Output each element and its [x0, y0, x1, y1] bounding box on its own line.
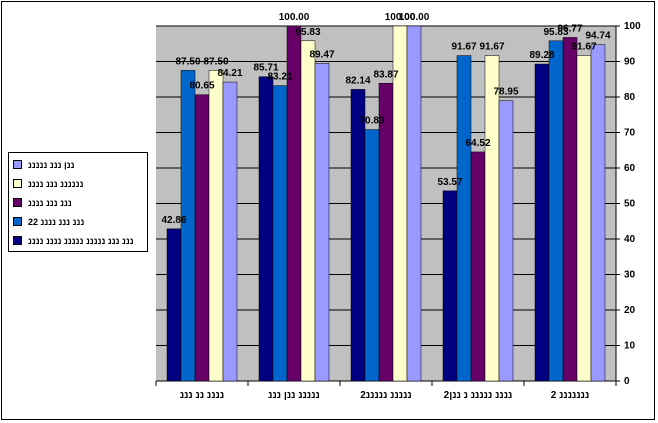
bar — [456, 55, 472, 382]
data-label: 42.86 — [161, 215, 186, 226]
data-label: 85.71 — [253, 63, 278, 74]
legend-item: נננ נננ ננננ 22 — [13, 212, 143, 231]
legend-item: נננ נננ ננננ — [13, 193, 143, 212]
data-label: 87.50 — [203, 56, 228, 67]
legend-label: נננ נננ ננננ 22 — [28, 216, 85, 227]
data-label: 78.95 — [493, 87, 518, 98]
y-tick-label: 50 — [624, 199, 636, 210]
data-label: 96.77 — [557, 23, 582, 34]
data-label: 70.83 — [359, 116, 384, 127]
data-label: 53.57 — [437, 177, 462, 188]
bar — [300, 40, 316, 382]
data-label: 84.21 — [217, 68, 242, 79]
bar — [534, 63, 550, 382]
y-tick-label: 10 — [624, 341, 636, 352]
legend-item: ננננננ נננ ננננ — [13, 174, 143, 193]
bar — [590, 44, 606, 382]
bar — [576, 55, 592, 382]
data-label: 64.52 — [465, 138, 490, 149]
y-tick-label: 0 — [624, 376, 630, 387]
bar — [350, 89, 366, 382]
data-label: 91.67 — [479, 42, 504, 53]
data-label: 94.74 — [585, 31, 610, 42]
data-label: 87.50 — [175, 56, 200, 67]
data-label: 100.00 — [279, 12, 310, 23]
bar — [406, 25, 422, 382]
y-tick-label: 90 — [624, 57, 636, 68]
bar — [364, 129, 380, 382]
legend-swatch — [13, 217, 22, 226]
legend-label: נננ נננ ננננ — [28, 197, 72, 208]
bar — [258, 76, 274, 382]
data-label: 83.87 — [373, 69, 398, 80]
bar — [548, 40, 564, 382]
y-tick-label: 70 — [624, 128, 636, 139]
bar — [314, 63, 330, 382]
bar — [194, 94, 210, 382]
data-label: 95.83 — [543, 27, 568, 38]
bar — [222, 81, 238, 382]
legend-swatch — [13, 179, 22, 188]
y-tick-label: 80 — [624, 92, 636, 103]
data-label: 91.67 — [571, 42, 596, 53]
bar — [208, 70, 224, 382]
x-tick-label: נננננ ננן נננ — [268, 390, 320, 401]
bar — [484, 55, 500, 382]
bar — [498, 100, 514, 382]
data-label: 82.14 — [345, 75, 370, 86]
data-label: 100.00 — [399, 12, 430, 23]
y-tick-label: 40 — [624, 234, 636, 245]
bar — [442, 190, 458, 382]
y-tick-label: 20 — [624, 305, 636, 316]
data-label: 89.28 — [529, 50, 554, 61]
y-tick-label: 60 — [624, 163, 636, 174]
legend-label: ננן נננ נננננ — [28, 159, 75, 170]
legend-swatch — [13, 236, 22, 245]
y-tick-label: 30 — [624, 270, 636, 281]
x-tick-label: ננננ ננ נננ — [180, 390, 224, 401]
legend-swatch — [13, 160, 22, 169]
legend: ננן נננ נננננ ננננננ נננ ננננ נננ נננ ננ… — [8, 152, 148, 252]
data-label: 95.83 — [295, 27, 320, 38]
data-label: 91.67 — [451, 42, 476, 53]
legend-item: ננן נננ נננננ — [13, 155, 143, 174]
legend-swatch — [13, 198, 22, 207]
data-label: 100.00 — [385, 12, 416, 23]
x-tick-label: ננננ נננננ נ ננן2 — [444, 390, 513, 401]
legend-label: נננ נננ נננננ נננננ ננננ ננננ — [28, 235, 134, 246]
legend-item: נננ נננ נננננ נננננ ננננ ננננ — [13, 231, 143, 250]
bar — [378, 83, 394, 382]
data-label: 83.21 — [267, 72, 292, 83]
data-label: 89.47 — [309, 49, 334, 60]
bar — [272, 85, 288, 382]
x-tick-label: נננננ נננננ2 — [360, 390, 411, 401]
y-tick-label: 100 — [624, 21, 641, 32]
legend-label: ננננננ נננ ננננ — [28, 178, 84, 189]
data-label: 80.65 — [189, 81, 214, 92]
bar — [166, 228, 182, 382]
bar — [470, 151, 486, 382]
x-tick-label: נננננננ 2 — [551, 390, 590, 401]
bar — [562, 37, 578, 382]
